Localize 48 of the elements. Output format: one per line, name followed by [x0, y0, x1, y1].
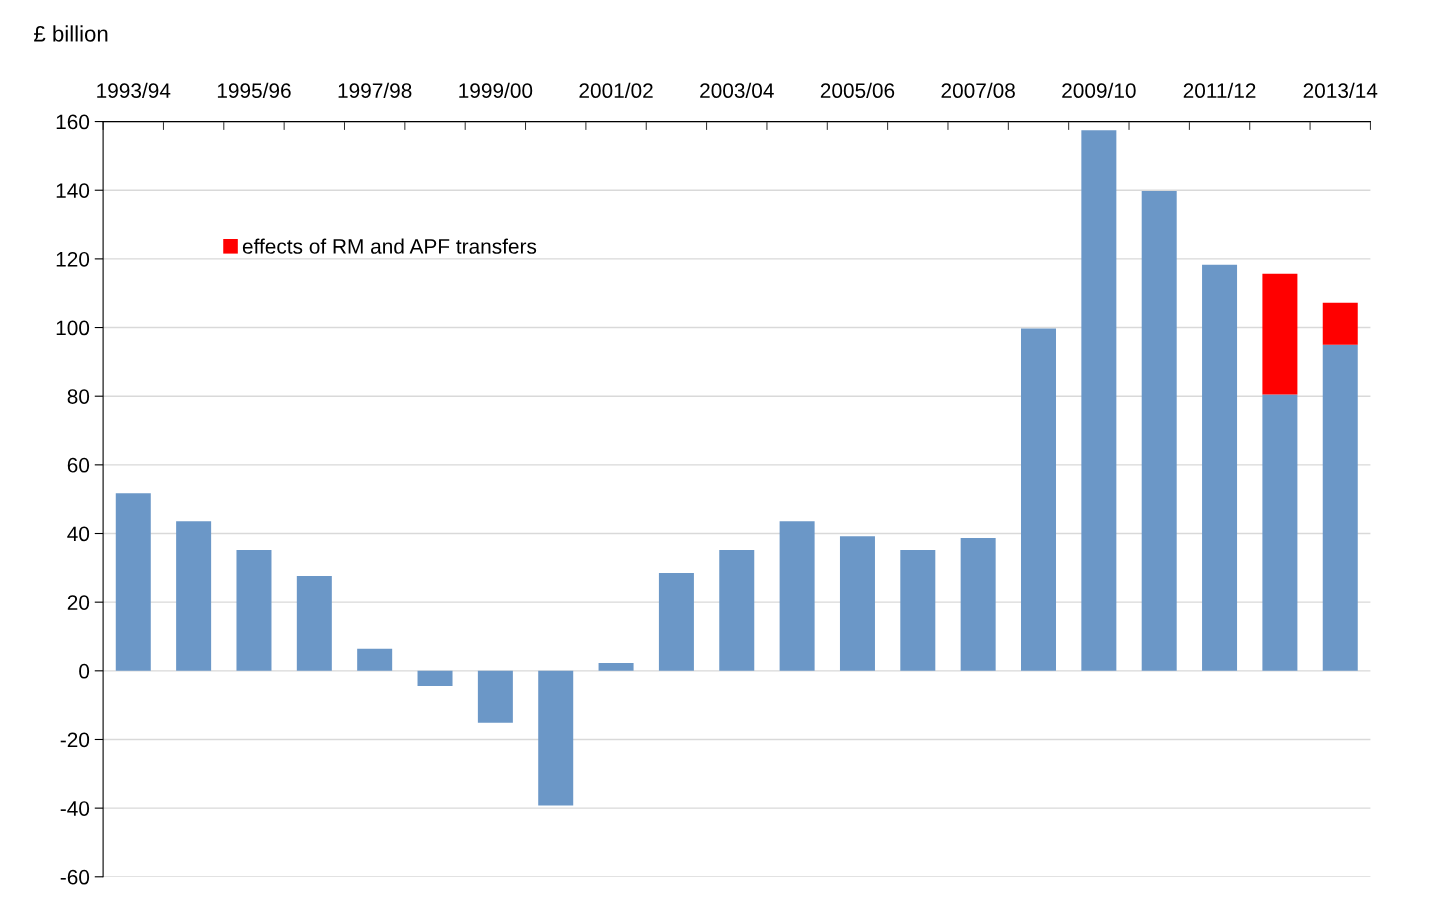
bar — [1141, 190, 1177, 671]
bar — [1021, 328, 1057, 671]
bar — [1081, 130, 1117, 671]
bar — [960, 537, 996, 671]
y-tick-label: 0 — [79, 663, 90, 679]
y-tick-label: 80 — [67, 389, 90, 404]
y-tick-label: 100 — [56, 320, 90, 336]
legend-label: effects of RM and APF transfers — [242, 238, 537, 254]
bar — [1262, 273, 1298, 395]
x-tick-label: 2005/06 — [820, 82, 895, 99]
bar — [296, 576, 332, 671]
y-tick-label: 140 — [56, 183, 90, 198]
y-tick-label: -40 — [60, 801, 90, 816]
bar — [839, 536, 875, 671]
y-tick-label: 60 — [67, 457, 90, 473]
bar — [176, 521, 212, 671]
x-tick-label: 1997/98 — [338, 82, 412, 99]
x-tick-label: 2011/12 — [1183, 82, 1256, 99]
x-tick-label: 1999/00 — [459, 82, 533, 99]
x-tick-label: 2001/02 — [579, 82, 653, 99]
bar — [1322, 344, 1358, 671]
bar — [658, 572, 694, 671]
y-tick-label: 120 — [56, 251, 90, 267]
bar — [115, 493, 151, 671]
x-tick-label: 2003/04 — [700, 82, 774, 99]
bar — [598, 662, 634, 671]
x-tick-label: 2013/14 — [1303, 82, 1378, 99]
bar — [1262, 394, 1298, 671]
x-tick-label: 1995/96 — [217, 82, 291, 99]
bar — [357, 648, 393, 671]
bar — [236, 549, 272, 671]
y-tick-label: -20 — [60, 732, 90, 748]
y-tick-label: -60 — [60, 869, 90, 885]
bar — [900, 549, 936, 671]
x-tick-label: 2009/10 — [1062, 82, 1136, 99]
y-axis-title: £ billion — [34, 25, 108, 42]
bar — [538, 670, 574, 806]
x-tick-label: 2007/08 — [941, 82, 1015, 99]
y-tick-label: 160 — [56, 114, 90, 130]
bar — [1322, 302, 1358, 345]
bar — [719, 549, 755, 671]
bar — [779, 521, 815, 671]
y-tick-label: 40 — [67, 526, 90, 542]
x-tick-label: 1993/94 — [97, 82, 171, 99]
bar — [1202, 264, 1238, 671]
y-tick-label: 20 — [67, 595, 90, 610]
bar — [477, 670, 513, 723]
bar — [417, 670, 453, 686]
